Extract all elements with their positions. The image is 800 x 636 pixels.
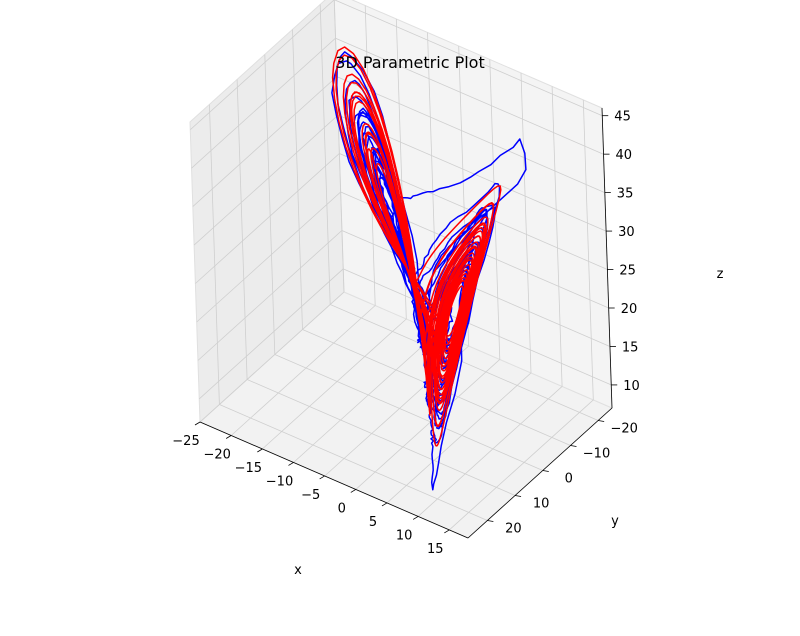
x-tick-label: 10 (396, 528, 413, 543)
x-grid-line (262, 18, 407, 450)
z-axis-label: z (717, 267, 724, 282)
y-tick-mark (515, 495, 522, 497)
y-grid-line (209, 104, 488, 521)
axis-lines (194, 107, 618, 539)
z-grid-line (196, 191, 609, 323)
x-tick-label: −20 (203, 448, 230, 463)
z-tick-label: 15 (622, 341, 639, 356)
y-tick-mark (598, 420, 605, 422)
y-grid-line (264, 54, 543, 471)
z-tick-label: 45 (614, 110, 631, 125)
z-grid-line (198, 268, 612, 400)
tick-labels: −25−20−15−10−5051015−20−1001020101520253… (172, 110, 639, 557)
x-tick-label: 15 (427, 542, 444, 557)
y-axis-line (467, 407, 613, 539)
z-tick-label: 30 (618, 225, 635, 240)
grid-lines (190, 0, 612, 531)
y-tick-label: −20 (610, 422, 637, 437)
z-axis-line (601, 107, 613, 409)
y-grid-line (292, 29, 571, 446)
x-tick-mark (350, 489, 357, 493)
y-tick-mark (570, 445, 577, 447)
x-tick-mark (444, 529, 450, 534)
x-tick-mark (381, 502, 388, 507)
x-grid-line (417, 86, 563, 517)
z-grid-line (190, 0, 603, 130)
x-grid-line (355, 59, 501, 490)
x-tick-label: −15 (235, 461, 262, 476)
x-tick-mark (194, 421, 201, 426)
z-tick-label: 25 (619, 264, 636, 279)
x-tick-label: 5 (369, 515, 377, 530)
z-grid-line (197, 230, 611, 361)
z-grid-line (195, 153, 608, 284)
axis-panes (189, 0, 613, 539)
z-tick-label: 40 (616, 148, 633, 163)
x-tick-mark (288, 462, 294, 466)
y-grid-line (319, 4, 599, 421)
y-grid-line (236, 79, 516, 496)
x-axis-line (199, 421, 469, 539)
x-tick-label: −5 (301, 488, 320, 503)
z-tick-label: 35 (617, 187, 634, 202)
series-line-2 (331, 46, 502, 447)
z-tick-label: 20 (621, 302, 638, 317)
y-tick-label: 10 (533, 497, 550, 512)
y-tick-mark (487, 520, 494, 522)
x-tick-mark (412, 516, 419, 520)
x-tick-mark (319, 475, 325, 480)
z-grid-line (191, 37, 604, 169)
y-tick-label: −10 (583, 447, 610, 462)
chart-title: 3D Parametric Plot (335, 53, 484, 72)
x-axis-label: x (294, 563, 302, 578)
data-series (331, 46, 527, 491)
y-tick-label: 0 (565, 472, 573, 487)
x-tick-label: −25 (172, 434, 199, 449)
x-tick-label: 0 (338, 501, 346, 516)
x-tick-mark (225, 435, 232, 439)
x-grid-line (324, 45, 470, 477)
y-axis-label: y (611, 514, 619, 529)
y-tick-mark (542, 470, 549, 472)
z-tick-label: 10 (623, 379, 640, 394)
x-tick-label: −10 (266, 475, 293, 490)
y-tick-label: 20 (505, 522, 522, 537)
x-grid-line (449, 99, 594, 531)
x-tick-mark (257, 448, 263, 453)
